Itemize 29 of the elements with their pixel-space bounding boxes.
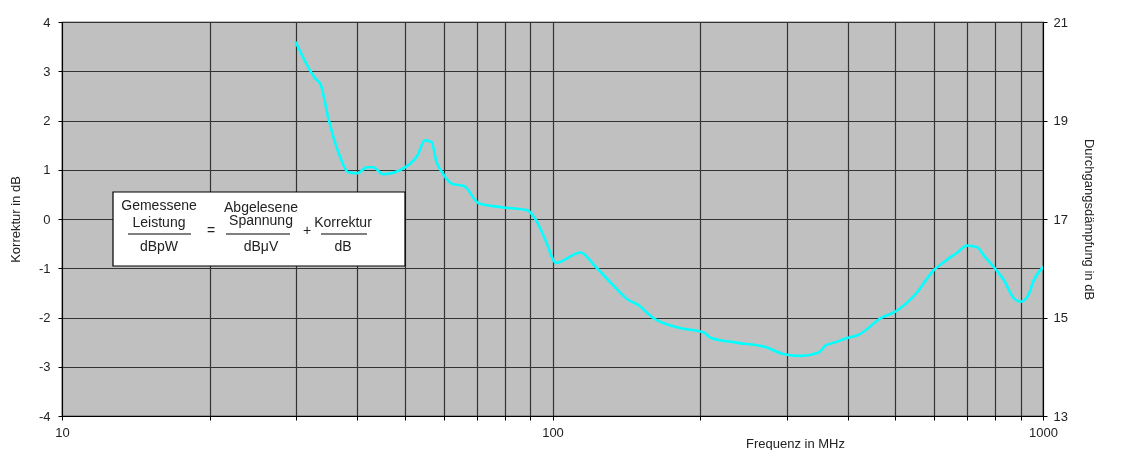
y-tick-label: 0: [43, 211, 51, 227]
annotation: Abgelesene: [224, 199, 299, 215]
y-tick-label: -3: [38, 359, 51, 375]
y-tick-label: 2: [43, 113, 51, 128]
y-tick-label: -2: [38, 310, 51, 325]
annotation: Gemessene: [121, 197, 197, 213]
annotation: dB: [334, 238, 352, 254]
y2-tick-label: 21: [1053, 14, 1068, 30]
annotation: dBpW: [139, 238, 179, 254]
y2-tick-label: 15: [1053, 310, 1068, 325]
y-tick-label: 3: [43, 63, 51, 79]
annotation: =: [206, 222, 216, 238]
y-tick-label: -1: [38, 260, 51, 276]
x-tick-label: 100: [542, 424, 564, 440]
y2-tick-label: 13: [1053, 408, 1068, 424]
y2-tick-label: 19: [1053, 113, 1068, 128]
y-tick-label: 1: [43, 162, 51, 178]
y-tick-label: -4: [38, 408, 51, 424]
x-tick-label: 10: [55, 424, 70, 440]
x-tick-label: 1000: [1029, 424, 1058, 440]
y-axis-title: Korrektur in dB: [7, 176, 23, 263]
annotation: Leistung: [132, 214, 186, 230]
x-axis-title: Frequenz in MHz: [746, 435, 845, 450]
annotation: Korrektur: [314, 214, 373, 230]
y2-axis-title: Durchgangsdämpfung in dB: [1081, 138, 1097, 301]
y2-tick-label: 17: [1053, 211, 1068, 227]
annotation: +: [302, 222, 312, 238]
y-tick-label: 4: [43, 14, 51, 30]
annotation: dBμV: [243, 238, 279, 254]
